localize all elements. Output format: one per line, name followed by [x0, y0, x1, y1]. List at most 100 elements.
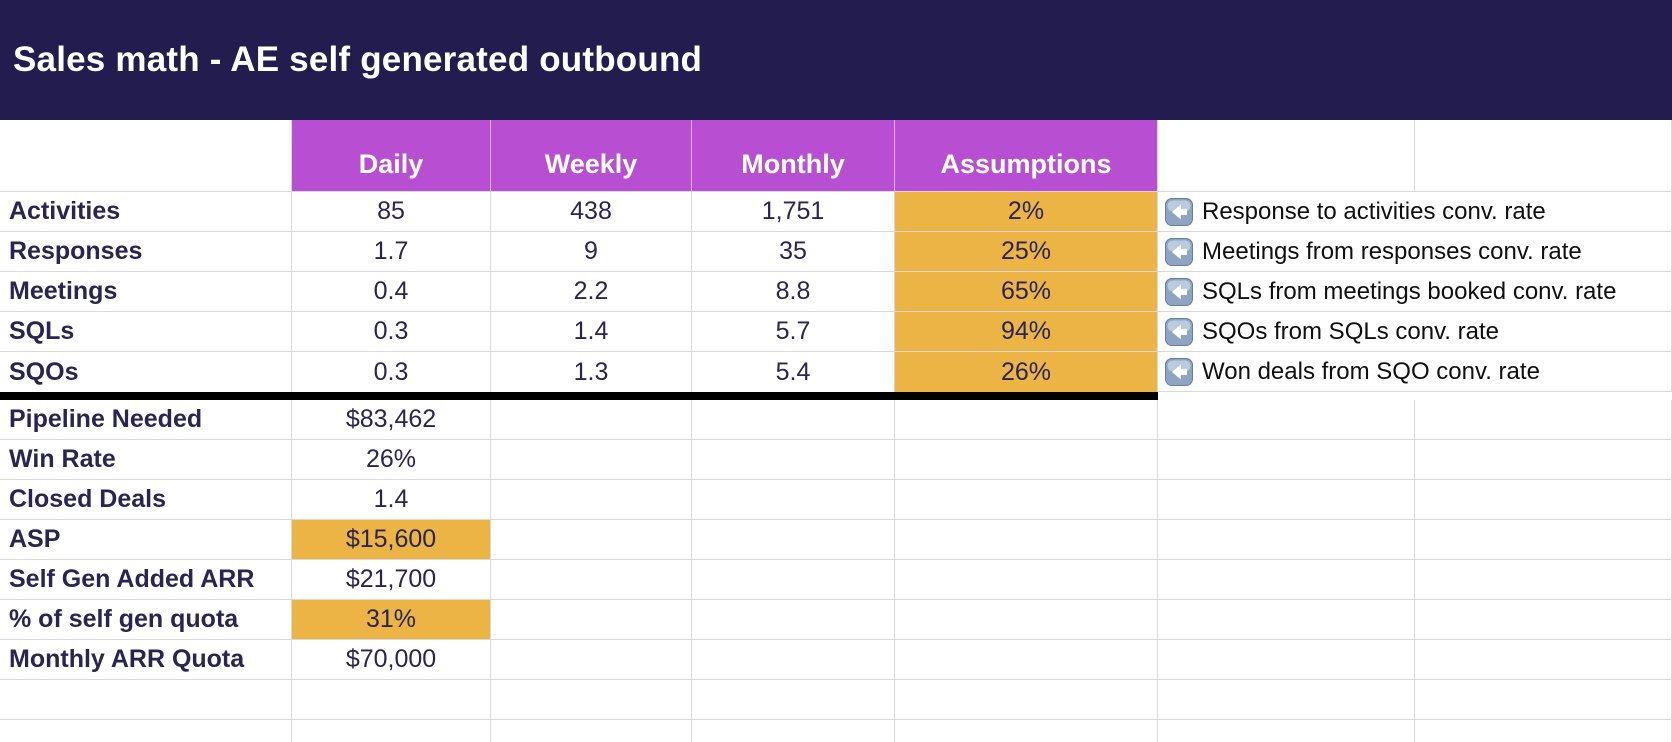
row-label-self-gen-added-arr[interactable]: Self Gen Added ARR — [0, 560, 292, 600]
empty-cell[interactable] — [692, 640, 895, 680]
empty-cell[interactable] — [895, 560, 1158, 600]
activities-daily-cell[interactable]: 85 — [292, 192, 491, 232]
empty-cell[interactable] — [491, 560, 692, 600]
empty-cell[interactable] — [1158, 640, 1415, 680]
activities-monthly-cell[interactable]: 1,751 — [692, 192, 895, 232]
header-empty-cell[interactable] — [1158, 120, 1415, 192]
row-label-pct-self-gen-quota[interactable]: % of self gen quota — [0, 600, 292, 640]
empty-cell[interactable] — [1158, 440, 1415, 480]
sqls-monthly-cell[interactable]: 5.7 — [692, 312, 895, 352]
empty-cell[interactable] — [491, 600, 692, 640]
header-empty-cell[interactable] — [1415, 120, 1672, 192]
empty-cell[interactable] — [692, 520, 895, 560]
empty-cell[interactable] — [895, 480, 1158, 520]
row-label-pipeline-needed[interactable]: Pipeline Needed — [0, 400, 292, 440]
empty-cell[interactable] — [1415, 640, 1672, 680]
activities-assumption-cell[interactable]: 2% — [895, 192, 1158, 232]
sqls-daily-cell[interactable]: 0.3 — [292, 312, 491, 352]
empty-cell[interactable] — [292, 680, 491, 720]
row-label-meetings[interactable]: Meetings — [0, 272, 292, 312]
empty-cell[interactable] — [895, 440, 1158, 480]
sqls-weekly-cell[interactable]: 1.4 — [491, 312, 692, 352]
meetings-daily-cell[interactable]: 0.4 — [292, 272, 491, 312]
column-header-weekly[interactable]: Weekly — [491, 120, 692, 192]
closed-deals-value-cell[interactable]: 1.4 — [292, 480, 491, 520]
empty-cell[interactable] — [1415, 560, 1672, 600]
monthly-arr-quota-value-cell[interactable]: $70,000 — [292, 640, 491, 680]
corner-cell[interactable] — [0, 120, 292, 192]
empty-cell[interactable] — [0, 680, 292, 720]
note-cell[interactable]: Meetings from responses conv. rate — [1158, 232, 1672, 272]
column-header-monthly[interactable]: Monthly — [692, 120, 895, 192]
row-label-sqls[interactable]: SQLs — [0, 312, 292, 352]
row-label-asp[interactable]: ASP — [0, 520, 292, 560]
empty-cell[interactable] — [1158, 720, 1415, 742]
empty-cell[interactable] — [1415, 600, 1672, 640]
empty-cell[interactable] — [292, 720, 491, 742]
empty-cell[interactable] — [491, 480, 692, 520]
meetings-assumption-cell[interactable]: 65% — [895, 272, 1158, 312]
empty-cell[interactable] — [692, 680, 895, 720]
row-label-closed-deals[interactable]: Closed Deals — [0, 480, 292, 520]
empty-cell[interactable] — [1158, 560, 1415, 600]
empty-cell[interactable] — [895, 520, 1158, 560]
row-label-activities[interactable]: Activities — [0, 192, 292, 232]
empty-cell[interactable] — [1415, 720, 1672, 742]
pipeline-needed-value-cell[interactable]: $83,462 — [292, 400, 491, 440]
empty-cell[interactable] — [692, 560, 895, 600]
empty-cell[interactable] — [895, 600, 1158, 640]
asp-value-cell[interactable]: $15,600 — [292, 520, 491, 560]
empty-cell[interactable] — [491, 680, 692, 720]
self-gen-added-arr-value-cell[interactable]: $21,700 — [292, 560, 491, 600]
responses-daily-cell[interactable]: 1.7 — [292, 232, 491, 272]
sqos-assumption-cell[interactable]: 26% — [895, 352, 1158, 392]
empty-cell[interactable] — [1158, 400, 1415, 440]
note-cell[interactable]: Won deals from SQO conv. rate — [1158, 352, 1672, 392]
responses-monthly-cell[interactable]: 35 — [692, 232, 895, 272]
empty-cell[interactable] — [1158, 480, 1415, 520]
empty-cell[interactable] — [1158, 600, 1415, 640]
empty-cell[interactable] — [1415, 440, 1672, 480]
empty-cell[interactable] — [491, 440, 692, 480]
empty-cell[interactable] — [1415, 480, 1672, 520]
responses-assumption-cell[interactable]: 25% — [895, 232, 1158, 272]
note-cell[interactable]: SQOs from SQLs conv. rate — [1158, 312, 1672, 352]
empty-cell[interactable] — [1415, 520, 1672, 560]
sqos-weekly-cell[interactable]: 1.3 — [491, 352, 692, 392]
empty-cell[interactable] — [692, 600, 895, 640]
column-header-daily[interactable]: Daily — [292, 120, 491, 192]
empty-cell[interactable] — [895, 640, 1158, 680]
empty-cell[interactable] — [692, 440, 895, 480]
empty-cell[interactable] — [1158, 680, 1415, 720]
row-label-sqos[interactable]: SQOs — [0, 352, 292, 392]
empty-cell[interactable] — [692, 480, 895, 520]
empty-cell[interactable] — [895, 680, 1158, 720]
empty-cell[interactable] — [895, 400, 1158, 440]
empty-cell[interactable] — [1415, 400, 1672, 440]
empty-cell[interactable] — [1158, 520, 1415, 560]
empty-cell[interactable] — [0, 720, 292, 742]
sqos-monthly-cell[interactable]: 5.4 — [692, 352, 895, 392]
sqls-assumption-cell[interactable]: 94% — [895, 312, 1158, 352]
responses-weekly-cell[interactable]: 9 — [491, 232, 692, 272]
win-rate-value-cell[interactable]: 26% — [292, 440, 491, 480]
empty-cell[interactable] — [491, 640, 692, 680]
empty-cell[interactable] — [491, 720, 692, 742]
empty-cell[interactable] — [491, 520, 692, 560]
empty-cell[interactable] — [1415, 680, 1672, 720]
note-cell[interactable]: SQLs from meetings booked conv. rate — [1158, 272, 1672, 312]
empty-cell[interactable] — [895, 720, 1158, 742]
row-label-win-rate[interactable]: Win Rate — [0, 440, 292, 480]
empty-cell[interactable] — [692, 720, 895, 742]
meetings-weekly-cell[interactable]: 2.2 — [491, 272, 692, 312]
activities-weekly-cell[interactable]: 438 — [491, 192, 692, 232]
note-cell[interactable]: Response to activities conv. rate — [1158, 192, 1672, 232]
meetings-monthly-cell[interactable]: 8.8 — [692, 272, 895, 312]
pct-self-gen-quota-value-cell[interactable]: 31% — [292, 600, 491, 640]
column-header-assumptions[interactable]: Assumptions — [895, 120, 1158, 192]
empty-cell[interactable] — [692, 400, 895, 440]
row-label-responses[interactable]: Responses — [0, 232, 292, 272]
sqos-daily-cell[interactable]: 0.3 — [292, 352, 491, 392]
empty-cell[interactable] — [491, 400, 692, 440]
row-label-monthly-arr-quota[interactable]: Monthly ARR Quota — [0, 640, 292, 680]
